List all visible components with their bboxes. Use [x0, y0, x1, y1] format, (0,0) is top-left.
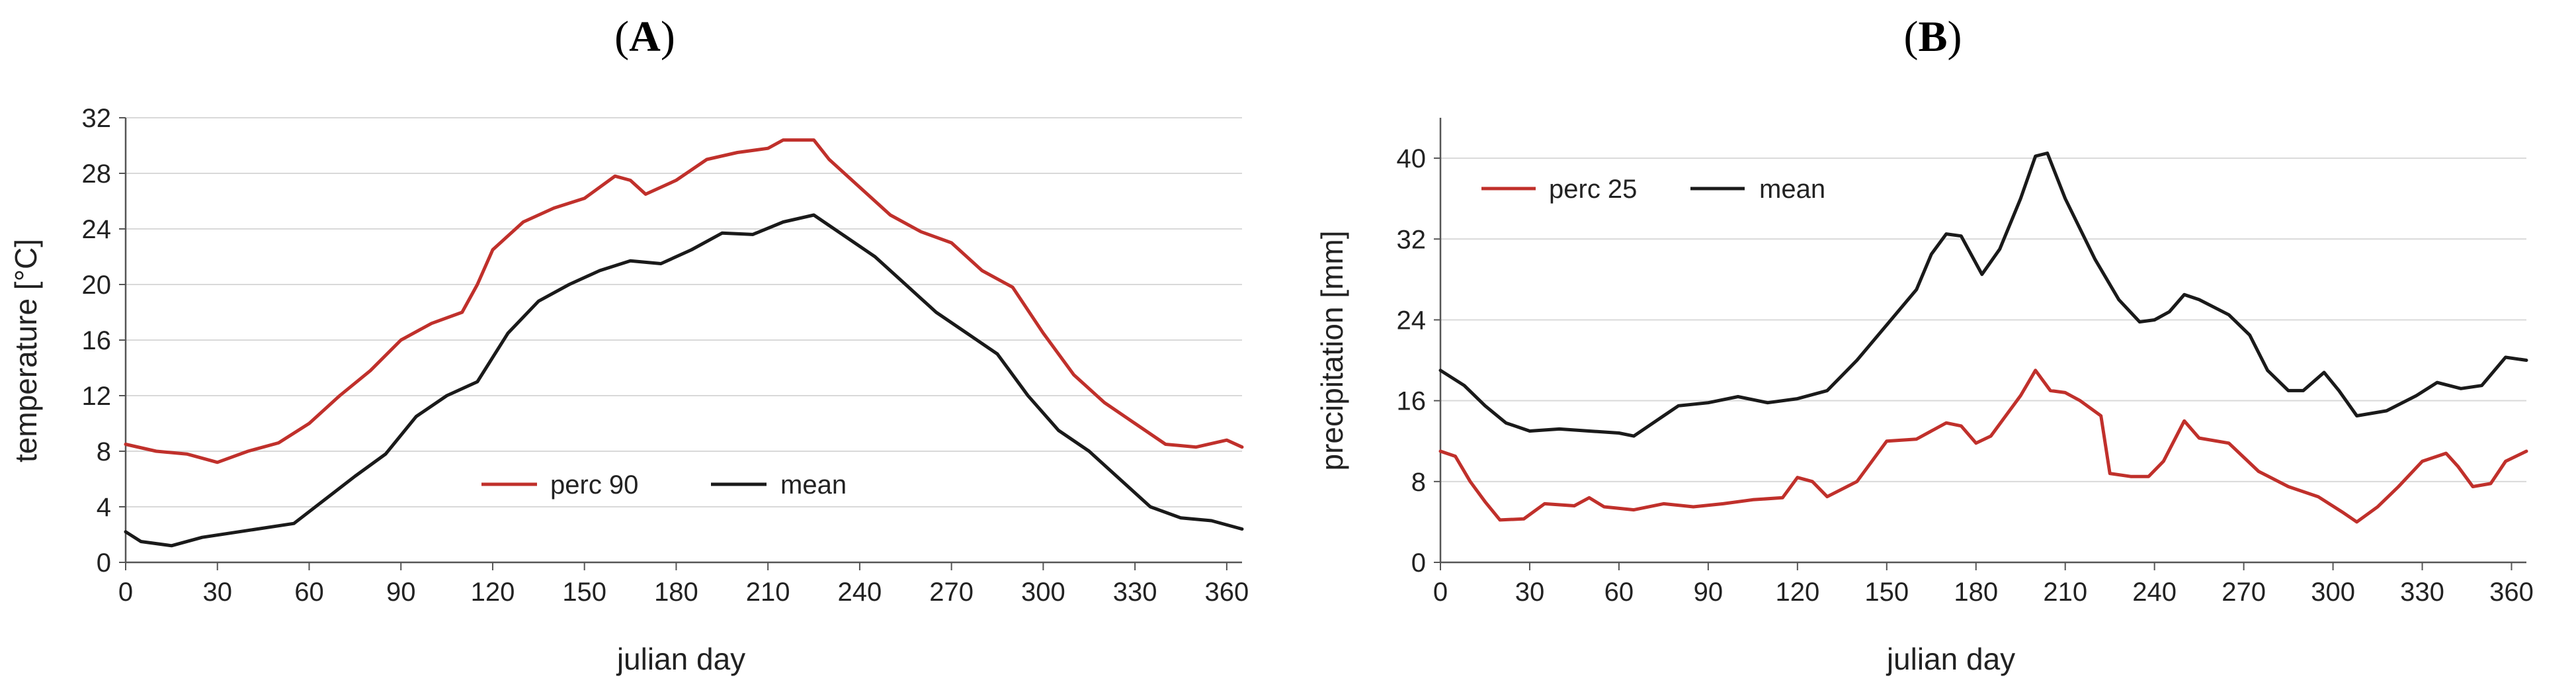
y-tick-label: 16 — [82, 326, 112, 355]
panel-a: (A) 0 4 8 12 16 20 24 28 32 0 30 60 90 120 150 180 210 24… — [9, 13, 1249, 676]
legend: perc 90 mean — [481, 470, 847, 500]
x-axis-title: julian day — [1886, 642, 2015, 676]
y-tick-label: 20 — [82, 271, 112, 300]
y-tick-label: 4 — [97, 493, 111, 522]
panel-a-letter: A — [629, 13, 661, 61]
series-line-perc-90 — [124, 138, 1244, 464]
y-tick-label: 28 — [82, 159, 112, 189]
y-tick-label: 8 — [97, 437, 111, 466]
series-lines — [124, 138, 1244, 548]
y-tick-label: 32 — [82, 104, 112, 133]
legend-label-mean: mean — [780, 470, 847, 500]
series-line-perc-25 — [1438, 369, 2528, 524]
x-tick-label: 240 — [2132, 578, 2177, 607]
x-tick-label: 180 — [1954, 578, 1998, 607]
series-line-mean — [124, 213, 1244, 548]
x-tick-label: 360 — [1205, 578, 1249, 607]
y-tick-label: 8 — [1411, 468, 1426, 497]
axes — [119, 117, 1242, 570]
precipitation-chart: 0 8 16 24 32 40 0 30 60 90 120 150 180 210 240 270 300 33… — [1315, 118, 2534, 676]
x-tick-label: 330 — [1113, 578, 1157, 607]
x-axis-title: julian day — [616, 642, 745, 676]
panel-b-label: (B) — [1903, 13, 1962, 61]
temperature-chart: 0 4 8 12 16 20 24 28 32 0 30 60 90 120 150 180 210 240 270… — [9, 104, 1249, 676]
legend-label-perc90: perc 90 — [550, 470, 638, 500]
grid-lines — [1440, 157, 2526, 482]
y-tick-label: 0 — [97, 548, 111, 578]
x-tick-label: 210 — [2043, 578, 2087, 607]
x-tick-label: 120 — [1775, 578, 1819, 607]
y-tick-label: 24 — [1397, 306, 1427, 335]
x-tick-label: 270 — [2222, 578, 2266, 607]
tick-labels: 0 8 16 24 32 40 0 30 60 90 120 150 180 210 240 270 300 33… — [1397, 144, 2534, 607]
x-tick-label: 330 — [2400, 578, 2444, 607]
x-tick-label: 0 — [1433, 578, 1448, 607]
panel-b-letter: B — [1918, 13, 1948, 61]
x-tick-label: 90 — [1694, 578, 1724, 607]
y-axis-title: temperature [°C] — [9, 239, 43, 462]
x-tick-label: 210 — [746, 578, 790, 607]
x-tick-label: 120 — [471, 578, 515, 607]
x-tick-label: 300 — [1021, 578, 1065, 607]
x-tick-label: 60 — [1604, 578, 1634, 607]
x-tick-label: 0 — [118, 578, 133, 607]
x-tick-label: 300 — [2311, 578, 2355, 607]
y-tick-label: 24 — [82, 215, 112, 244]
legend-label-perc25: perc 25 — [1549, 175, 1637, 204]
panel-a-label: (A) — [614, 13, 675, 61]
x-tick-label: 30 — [202, 578, 232, 607]
x-tick-label: 150 — [1864, 578, 1909, 607]
x-tick-label: 180 — [654, 578, 698, 607]
y-tick-label: 0 — [1411, 548, 1426, 578]
x-tick-label: 90 — [386, 578, 416, 607]
y-axis-title: precipitation [mm] — [1315, 230, 1349, 470]
series-lines — [1438, 152, 2528, 524]
x-tick-label: 270 — [929, 578, 974, 607]
legend: perc 25 mean — [1481, 175, 1825, 204]
x-tick-label: 30 — [1515, 578, 1545, 607]
x-tick-label: 150 — [562, 578, 606, 607]
y-tick-label: 12 — [82, 382, 112, 411]
x-tick-label: 240 — [838, 578, 882, 607]
y-tick-label: 32 — [1397, 225, 1427, 254]
y-tick-label: 40 — [1397, 144, 1427, 173]
legend-label-mean: mean — [1759, 175, 1825, 204]
axes — [1434, 118, 2526, 570]
series-line-mean — [1438, 152, 2528, 438]
panel-b: (B) 0 8 16 24 32 40 0 30 60 90 120 150 180 210 240 270 3… — [1290, 0, 2576, 698]
x-tick-label: 60 — [294, 578, 324, 607]
x-tick-label: 360 — [2489, 578, 2534, 607]
y-tick-label: 16 — [1397, 387, 1427, 416]
tick-labels: 0 4 8 12 16 20 24 28 32 0 30 60 90 120 150 180 210 240 270… — [82, 104, 1249, 607]
